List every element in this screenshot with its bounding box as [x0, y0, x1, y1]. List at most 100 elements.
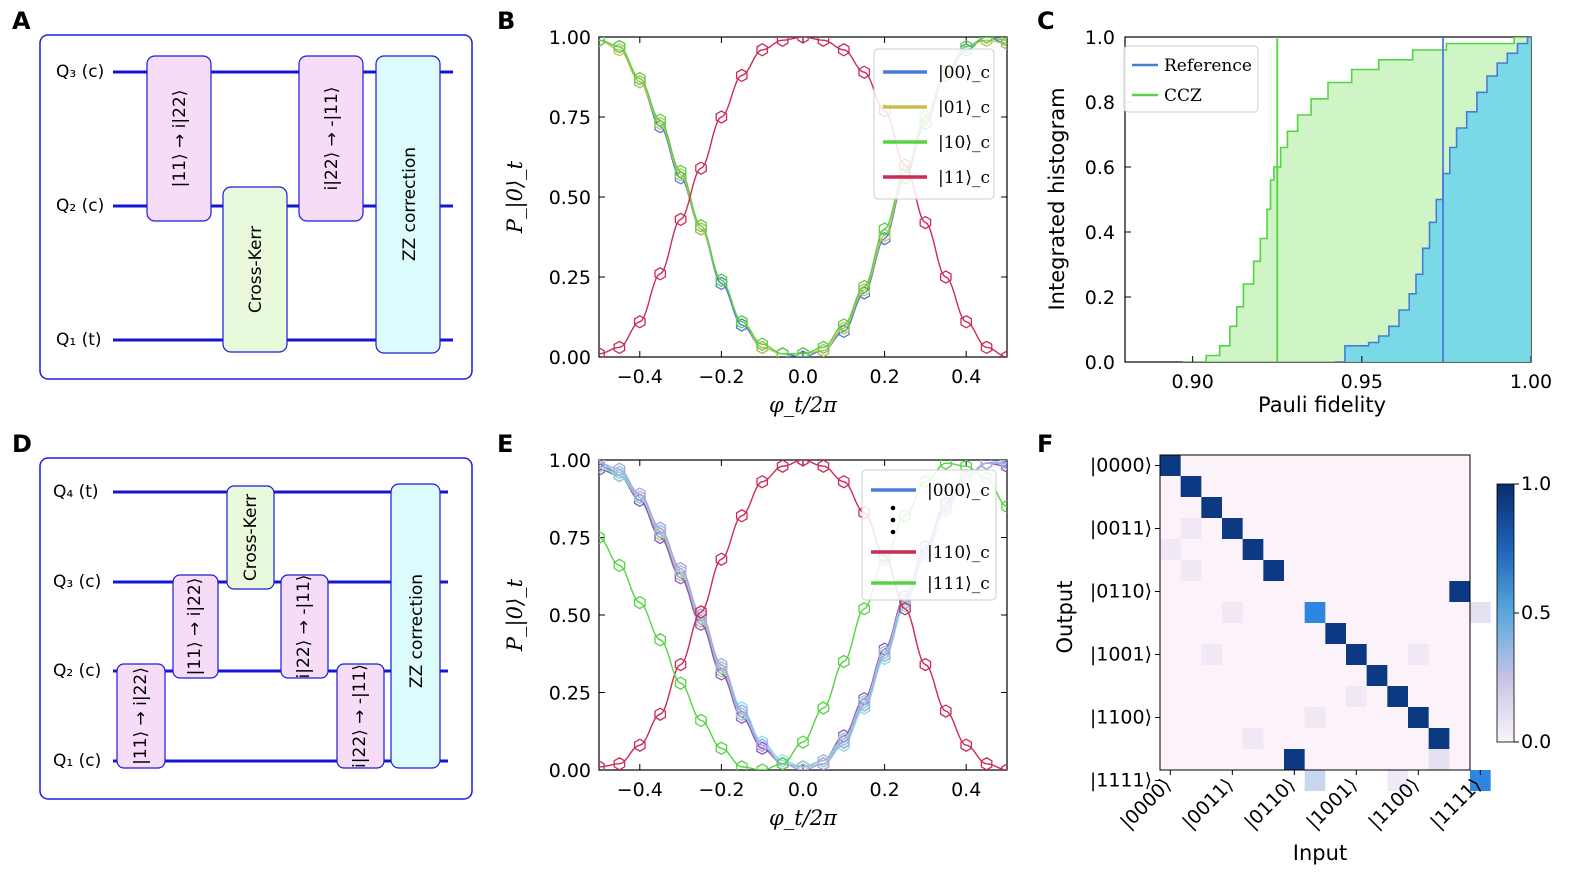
- circuit-a: Q₃ (c) Q₂ (c) Q₁ (t) |11⟩ → i|22⟩ Cross-…: [39, 34, 473, 380]
- chart-b-data-point: [817, 340, 830, 355]
- chart-e-data-point: [837, 654, 850, 669]
- gate-d-return-q2q3: [280, 574, 329, 679]
- chart-b-data-point: [797, 37, 809, 44]
- gate-a-crosskerr-label: Cross-Kerr: [246, 226, 266, 313]
- qubit-label-d-q1: Q₁ (c): [53, 751, 101, 771]
- chart-b-data-point: [674, 164, 687, 179]
- chart-e-data-point: [633, 738, 646, 752]
- chart-e-data-point: [817, 701, 830, 715]
- chart-c-ytick-label: 0.4: [1085, 222, 1115, 244]
- chart-e-data-point: [837, 474, 850, 489]
- chart-e-data-point: [878, 648, 891, 663]
- chart-e-data-point: [797, 763, 809, 770]
- heatmap-cell: [1222, 518, 1243, 539]
- chart-b-data-point: [980, 340, 993, 355]
- heatmap-cell-weak: [1222, 602, 1243, 623]
- heatmap-cell-weak: [1346, 686, 1367, 707]
- legend-c-entry: Reference: [1164, 56, 1252, 76]
- legend-e-ellipsis-dot: [890, 505, 896, 511]
- chart-b-ylabel: P_|0⟩_t: [503, 160, 528, 234]
- chart-e: −0.4 −0.2 0.0 0.2 0.4 0.00 0.25 0.50 0.75 1.00 φ_…: [503, 450, 1008, 830]
- chart-e-data-point: [776, 757, 789, 770]
- qubit-label-a-q1: Q₁ (t): [56, 330, 102, 350]
- chart-e-xtick-label: 0.2: [869, 779, 899, 801]
- chart-b-data-point: [1001, 350, 1007, 357]
- heatmap-cell: [1242, 539, 1264, 560]
- chart-e-xtick-label: −0.4: [617, 779, 663, 801]
- chart-f-ytick-label: |1100⟩: [1090, 707, 1152, 729]
- heatmap-cell: [1304, 602, 1326, 623]
- gate-d-excite-q2q3: [172, 574, 219, 679]
- chart-b-xtick-label: −0.2: [698, 366, 744, 388]
- chart-b-data-point: [715, 273, 728, 287]
- panel-label-f: F: [1037, 430, 1053, 458]
- gate-d-crosskerr: [226, 485, 275, 590]
- chart-e-data-point: [654, 633, 667, 647]
- chart-e-data-point: [613, 558, 626, 573]
- chart-b-xtick-label: 0.0: [788, 366, 818, 388]
- chart-e-data-point: [756, 763, 769, 770]
- chart-b-data-point: [756, 43, 769, 57]
- gate-d-excite-q1q2-label: |11⟩ → i|22⟩: [131, 667, 151, 765]
- chart-e-ylabel: P_|0⟩_t: [503, 578, 528, 652]
- gate-d-excite-q1q2: [116, 663, 166, 769]
- chart-b-data-point: [654, 113, 667, 127]
- heatmap-cell: [1346, 644, 1367, 665]
- chart-e-data-point: [599, 460, 605, 470]
- chart-e-data-point: [817, 753, 830, 768]
- chart-f-ylabel: Output: [1053, 581, 1077, 654]
- chart-e-data-point: [797, 760, 809, 770]
- chart-e-ytick-label: 0.00: [549, 760, 591, 782]
- chart-b-data-point: [674, 212, 687, 227]
- chart-e-data-point: [980, 460, 993, 470]
- chart-b-data-point: [613, 39, 626, 54]
- chart-b-ytick-label: 0.00: [549, 347, 591, 369]
- heatmap-cell-weak: [1180, 518, 1202, 539]
- panel-label-e: E: [497, 430, 513, 458]
- panel-label-b: B: [497, 7, 515, 35]
- gate-a-excite-label: |11⟩ → i|22⟩: [170, 90, 190, 188]
- qubit-label-a-q2: Q₂ (c): [56, 196, 104, 216]
- legend-e-ellipsis-dot: [890, 529, 896, 535]
- chart-e-data-point: [654, 521, 667, 535]
- gate-a-return-label: i|22⟩ → -|11⟩: [322, 87, 342, 191]
- gate-d-return-q2q3-label: i|22⟩ → -|11⟩: [294, 575, 314, 679]
- chart-e-data-point: [899, 602, 911, 616]
- gate-a-zz-label: ZZ correction: [400, 147, 420, 261]
- chart-b-ytick-label: 0.75: [549, 107, 591, 129]
- colorbar-tick-label: 0.0: [1521, 731, 1551, 753]
- chart-b-data-point: [960, 315, 973, 329]
- chart-c-step-line: [1334, 37, 1531, 362]
- chart-e-series-line: [599, 460, 1007, 770]
- chart-b-data-point: [980, 37, 993, 44]
- chart-c-xtick-label: 1.00: [1510, 371, 1552, 393]
- heatmap-cell: [1263, 560, 1284, 581]
- chart-e-data-point: [674, 657, 687, 672]
- chart-b-data-point: [735, 68, 748, 83]
- chart-b-data-point: [1001, 37, 1007, 47]
- chart-e-data-point: [837, 735, 850, 749]
- chart-e-data-point: [817, 460, 830, 473]
- chart-e-data-point: [797, 735, 809, 749]
- chart-e-data-point: [633, 595, 646, 610]
- legend-b-entry: |10⟩_c: [938, 133, 990, 153]
- chart-c-ytick-label: 0.0: [1085, 352, 1115, 374]
- legend-b-entry: |01⟩_c: [938, 98, 990, 118]
- legend-e-entry: |000⟩_c: [927, 481, 990, 501]
- chart-e-data-point: [776, 753, 789, 768]
- chart-e-data-point: [1001, 460, 1007, 470]
- gate-d-return-q1q2: [336, 663, 385, 769]
- chart-b-xtick-label: −0.4: [617, 366, 663, 388]
- chart-b-data-point: [654, 267, 667, 281]
- chart-e-data-point: [715, 657, 728, 672]
- chart-e-xtick-label: −0.2: [698, 779, 744, 801]
- chart-e-data-point: [797, 460, 809, 467]
- chart-e-data-point: [735, 509, 748, 523]
- gate-a-excite: [146, 55, 212, 222]
- chart-b-data-point: [837, 43, 850, 57]
- chart-f-ytick-label: |0110⟩: [1090, 581, 1152, 603]
- heatmap-cell-weak: [1160, 539, 1181, 560]
- chart-e-data-point: [715, 741, 728, 756]
- chart-e-data-point: [939, 460, 952, 470]
